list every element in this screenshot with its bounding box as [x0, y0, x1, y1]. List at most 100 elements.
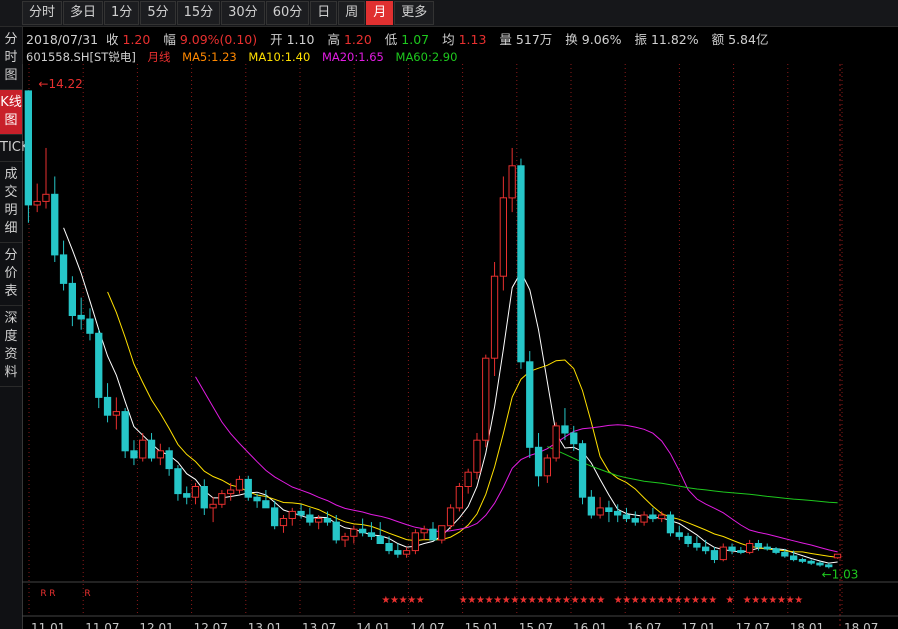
candle-body — [112, 411, 120, 416]
xaxis-tick-label: 17.01 — [681, 621, 715, 629]
tab-period-1[interactable]: 多日 — [63, 1, 104, 25]
candle-body — [262, 500, 270, 509]
candle-body — [42, 193, 50, 202]
sidebar-item-0[interactable]: 分时图 — [0, 27, 22, 90]
candle-body — [552, 425, 560, 459]
candle-body — [297, 510, 305, 516]
signal-star: ★ — [674, 595, 683, 606]
signal-star: ★ — [648, 595, 657, 606]
candle-body — [614, 510, 622, 516]
candle-body — [253, 496, 261, 502]
signal-star: ★ — [743, 595, 752, 606]
tab-period-2[interactable]: 1分 — [104, 1, 140, 25]
candle-body — [183, 493, 191, 498]
tab-period-0[interactable]: 分时 — [22, 1, 63, 25]
stock-code: 601558.SH — [26, 50, 90, 64]
candle-body — [121, 411, 129, 452]
signal-star: ★ — [708, 595, 717, 606]
tab-period-3[interactable]: 5分 — [140, 1, 176, 25]
xaxis-tick-label: 18.01 — [790, 621, 824, 629]
candle-body — [658, 514, 666, 520]
xaxis-tick-label: 16.01 — [573, 621, 607, 629]
xaxis-tick-label: 11.07 — [85, 621, 119, 629]
signal-star: ★ — [751, 595, 760, 606]
signal-star: ★ — [691, 595, 700, 606]
sidebar-item-4[interactable]: 分价表 — [0, 243, 22, 306]
signal-star: ★ — [528, 595, 537, 606]
candle-body — [315, 518, 323, 523]
candle-body — [271, 507, 279, 527]
turnover-label: 换 — [565, 32, 578, 47]
signal-star: ★ — [700, 595, 709, 606]
candle-body — [139, 439, 147, 459]
change-value: 9.09%(0.10) — [179, 32, 258, 47]
candle-body — [526, 361, 534, 448]
candle-body — [570, 432, 578, 445]
kline-chart[interactable]: 11.01 11.07 12.01 12.07 13.01 13.07 14.01 14.07… — [22, 64, 898, 629]
sidebar-item-2[interactable]: TICK — [0, 135, 29, 162]
candle-body — [279, 518, 288, 527]
signal-star: ★ — [596, 595, 605, 606]
candle-body — [130, 450, 138, 459]
candle-body — [702, 546, 710, 552]
candle-body — [464, 471, 472, 488]
xaxis-tick-label: 15.07 — [519, 621, 553, 629]
tab-period-8[interactable]: 周 — [338, 1, 366, 25]
period-toolbar: 分时 多日 1分 5分 15分 30分 60分日周月更多 — [0, 0, 898, 27]
tab-period-10[interactable]: 更多 — [394, 1, 435, 25]
signal-star: ★ — [381, 595, 390, 606]
candle-body — [772, 548, 780, 553]
tab-period-6[interactable]: 60分 — [265, 1, 310, 25]
signal-star: ★ — [639, 595, 648, 606]
signal-star: ★ — [682, 595, 691, 606]
signal-star: ★ — [510, 595, 519, 606]
candle-body — [359, 528, 367, 534]
turnover-value: 9.06% — [581, 32, 622, 47]
open-value: 1.10 — [286, 32, 315, 47]
candle-body — [341, 535, 349, 541]
sidebar-item-3[interactable]: 成交明细 — [0, 162, 22, 243]
candle-body — [367, 532, 376, 537]
tab-period-5[interactable]: 30分 — [221, 1, 265, 25]
candle-body — [605, 507, 613, 512]
candle-body — [490, 275, 499, 359]
xaxis-tick-label: 16.07 — [627, 621, 661, 629]
candle-body — [332, 521, 340, 541]
candle-body — [402, 550, 411, 555]
sidebar-item-5[interactable]: 深度资料 — [0, 306, 22, 387]
candle-body — [666, 514, 675, 534]
candle-body — [59, 254, 68, 284]
signal-star: ★ — [553, 595, 562, 606]
candle-body — [587, 496, 596, 516]
ma60-line — [547, 446, 838, 504]
xaxis-tick-label: 18.07 — [844, 621, 878, 629]
signal-star: ★ — [493, 595, 502, 606]
sidebar-item-1[interactable]: K线图 — [0, 90, 22, 135]
candle-body — [781, 551, 789, 557]
low-value: 1.07 — [401, 32, 430, 47]
close-value: 1.20 — [122, 32, 151, 47]
candle-body — [833, 553, 842, 559]
signal-star: ★ — [399, 595, 408, 606]
signal-star: ★ — [545, 595, 554, 606]
signal-star: ★ — [390, 595, 399, 606]
candle-body — [816, 562, 824, 566]
candle-body — [244, 478, 252, 498]
tab-period-7[interactable]: 日 — [310, 1, 338, 25]
candle-body — [737, 550, 745, 553]
candle-body — [446, 507, 455, 527]
candle-body — [147, 439, 156, 459]
candle-body — [429, 528, 437, 541]
signal-star: ★ — [571, 595, 580, 606]
tab-period-4[interactable]: 15分 — [176, 1, 221, 25]
candle-body — [684, 535, 692, 544]
r-marker: R — [49, 589, 55, 599]
view-sidebar: 分时图 K线图 TICK 成交明细 分价表 深度资料 — [0, 27, 29, 629]
candle-body — [165, 450, 173, 470]
signal-star: ★ — [768, 595, 777, 606]
stock-name: [ST锐电] — [89, 50, 136, 64]
tab-period-9[interactable]: 月 — [366, 1, 394, 25]
ma10-line — [107, 291, 838, 558]
candle-body — [385, 543, 393, 552]
signal-star: ★ — [777, 595, 786, 606]
